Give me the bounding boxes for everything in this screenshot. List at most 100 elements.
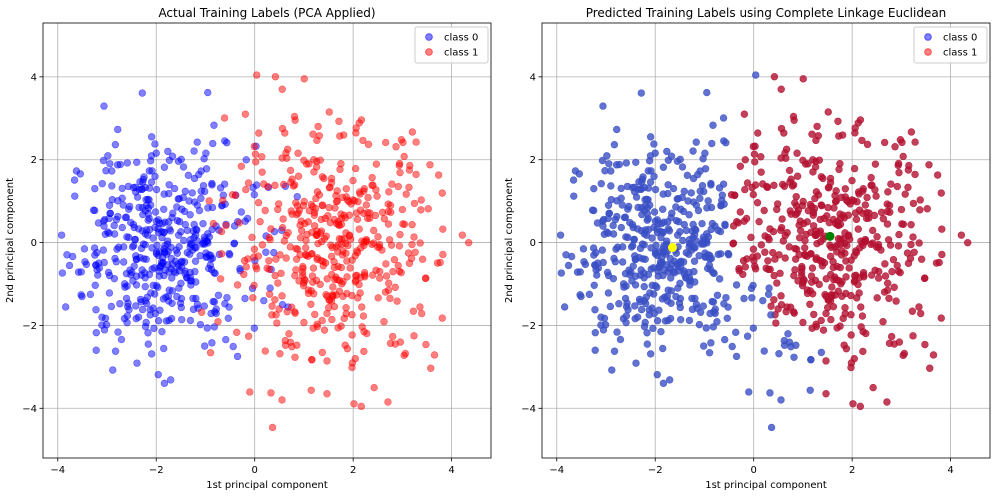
- scatter-point: [709, 298, 718, 306]
- scatter-point: [699, 342, 708, 350]
- scatter-point: [743, 332, 752, 340]
- scatter-point: [793, 149, 801, 157]
- scatter-point: [775, 349, 783, 358]
- scatter-point: [773, 279, 781, 287]
- legend-label: class 1: [444, 48, 478, 59]
- scatter-point: [650, 223, 658, 232]
- scatter-point: [749, 142, 758, 151]
- scatter-point: [373, 192, 381, 200]
- scatter-point: [118, 223, 127, 232]
- scatter-point: [275, 305, 283, 313]
- scatter-point: [631, 281, 640, 289]
- scatter-point: [867, 173, 875, 182]
- scatter-point: [394, 182, 403, 191]
- scatter-point: [250, 245, 259, 253]
- scatter-point: [222, 221, 230, 230]
- scatter-point: [834, 221, 843, 230]
- scatter-point: [728, 342, 736, 351]
- scatter-point: [793, 209, 801, 217]
- scatter-point: [831, 197, 840, 206]
- scatter-point: [689, 147, 697, 155]
- scatter-point: [661, 293, 669, 301]
- scatter-point: [329, 283, 337, 291]
- scatter-point: [617, 184, 625, 193]
- scatter-point: [325, 203, 333, 212]
- scatter-point: [604, 289, 613, 297]
- scatter-point: [911, 138, 919, 146]
- scatter-point: [204, 264, 213, 273]
- scatter-point: [603, 152, 611, 160]
- scatter-point: [703, 204, 711, 212]
- scatter-point: [732, 352, 741, 361]
- scatter-point: [669, 184, 678, 193]
- scatter-point: [123, 233, 131, 241]
- scatter-point: [904, 183, 912, 192]
- scatter-point: [169, 209, 177, 217]
- scatter-point: [173, 203, 181, 211]
- scatter-point: [821, 290, 829, 299]
- scatter-point: [86, 290, 95, 299]
- scatter-point: [197, 167, 205, 175]
- scatter-point: [310, 168, 318, 176]
- scatter-point: [720, 300, 728, 308]
- scatter-point: [813, 122, 821, 131]
- scatter-point: [704, 197, 712, 205]
- scatter-point: [240, 270, 248, 279]
- scatter-point: [242, 156, 250, 164]
- scatter-point: [273, 319, 281, 327]
- scatter-point: [757, 153, 765, 161]
- scatter-point: [698, 219, 706, 228]
- scatter-point: [350, 400, 358, 408]
- scatter-point: [887, 180, 895, 188]
- scatter-point: [168, 299, 176, 307]
- scatter-point: [847, 363, 855, 372]
- scatter-point: [715, 184, 724, 192]
- scatter-point: [131, 235, 139, 244]
- scatter-point: [233, 328, 241, 337]
- y-tick-label: −4: [22, 404, 37, 415]
- scatter-point: [311, 310, 319, 319]
- scatter-point: [663, 237, 671, 245]
- scatter-point: [822, 309, 830, 318]
- scatter-point: [736, 208, 745, 216]
- scatter-point: [410, 332, 418, 340]
- scatter-point: [613, 125, 621, 134]
- scatter-point: [465, 238, 473, 247]
- scatter-point: [225, 249, 233, 258]
- scatter-point: [751, 265, 760, 273]
- scatter-point: [646, 289, 654, 297]
- scatter-point: [316, 280, 324, 289]
- scatter-point: [617, 194, 625, 202]
- scatter-point: [416, 303, 424, 311]
- scatter-point: [292, 266, 300, 274]
- scatter-point: [271, 181, 279, 190]
- scatter-point: [294, 149, 302, 157]
- scatter-point: [293, 192, 301, 201]
- scatter-point: [892, 297, 900, 305]
- scatter-point: [287, 178, 295, 186]
- y-tick-label: 2: [31, 155, 37, 166]
- scatter-point: [898, 138, 906, 147]
- scatter-point: [590, 281, 598, 290]
- scatter-point: [618, 258, 627, 266]
- scatter-point: [177, 155, 185, 164]
- scatter-point: [755, 217, 763, 226]
- scatter-point: [601, 321, 610, 329]
- scatter-point: [637, 266, 645, 274]
- scatter-point: [818, 201, 826, 210]
- scatter-point: [307, 300, 315, 308]
- scatter-point: [335, 287, 344, 295]
- scatter-point: [806, 386, 814, 394]
- scatter-point: [290, 112, 299, 121]
- scatter-point: [863, 140, 872, 149]
- scatter-point: [198, 240, 207, 248]
- scatter-point: [850, 354, 859, 363]
- scatter-point: [676, 228, 684, 236]
- scatter-point: [294, 209, 302, 217]
- scatter-point: [847, 311, 855, 319]
- scatter-point: [337, 322, 345, 330]
- scatter-point: [407, 254, 416, 263]
- scatter-point: [562, 251, 570, 259]
- scatter-point: [271, 73, 280, 81]
- scatter-point: [822, 275, 830, 283]
